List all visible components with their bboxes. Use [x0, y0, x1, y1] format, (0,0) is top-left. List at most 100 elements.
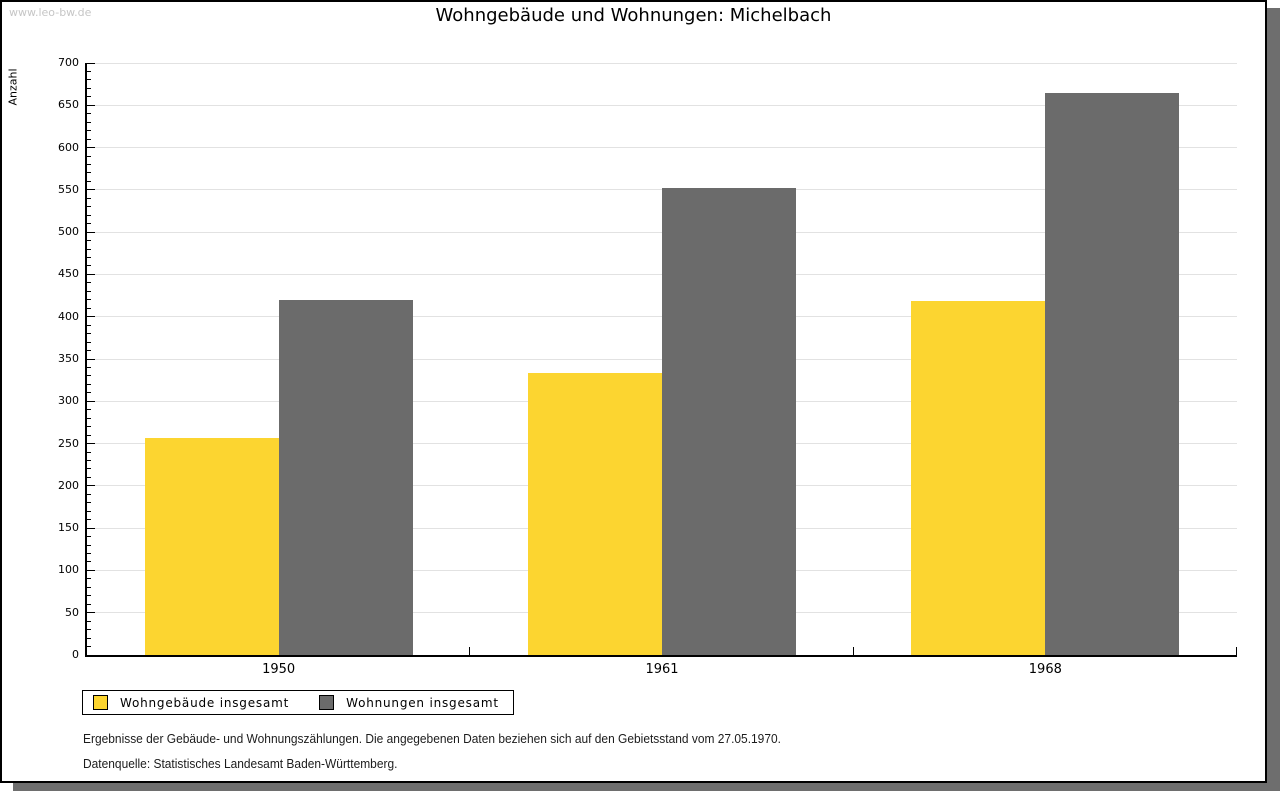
y-axis-tick: [87, 324, 91, 326]
y-axis-tick: [87, 290, 91, 292]
y-tick-label: 300: [58, 394, 79, 408]
y-tick-label: 400: [58, 309, 79, 323]
y-axis-tick: [87, 265, 91, 267]
y-axis-tick: [87, 273, 95, 275]
drop-shadow-bottom-icon: [13, 783, 1280, 791]
y-axis-tick: [87, 476, 91, 478]
y-axis-tick: [87, 121, 91, 123]
x-axis-tick: [469, 647, 470, 655]
y-tick-label: 250: [58, 436, 79, 450]
bar-wohnungen-1968: [1045, 93, 1180, 655]
y-axis-tick: [87, 569, 95, 571]
y-axis-tick: [87, 629, 91, 631]
bar-wohngebaeude-1950: [144, 437, 279, 655]
y-axis-tick: [87, 400, 95, 402]
y-axis-tick: [87, 443, 95, 445]
x-axis-tick: [853, 647, 854, 655]
y-tick-label: 50: [65, 605, 79, 619]
y-axis-tick: [87, 180, 91, 182]
y-axis-tick: [87, 147, 95, 149]
legend-item-wohnungen: Wohnungen insgesamt: [319, 695, 499, 710]
y-axis-tick: [87, 299, 91, 301]
y-axis-tick: [87, 189, 95, 191]
y-axis-tick: [87, 409, 91, 411]
y-axis-tick: [87, 79, 91, 81]
y-axis-tick: [87, 426, 91, 428]
y-axis-tick: [87, 468, 91, 470]
chart-frame: www.leo-bw.de Wohngebäude und Wohnungen:…: [0, 0, 1267, 783]
y-axis-tick: [87, 113, 91, 115]
legend-label: Wohnungen insgesamt: [346, 695, 499, 710]
y-axis-tick: [87, 510, 91, 512]
y-axis-tick: [87, 646, 91, 648]
y-axis-tick: [87, 493, 91, 495]
legend-swatch-wohnungen-icon: [319, 695, 335, 710]
y-axis-tick: [87, 87, 91, 89]
y-axis-tick: [87, 240, 91, 242]
y-axis-tick: [87, 502, 91, 504]
y-axis-tick: [87, 104, 95, 106]
y-axis-tick: [87, 63, 95, 64]
y-axis-tick: [87, 231, 95, 233]
y-tick-label: 100: [58, 563, 79, 577]
x-tick-label: 1968: [1028, 662, 1062, 677]
y-axis-tick: [87, 316, 95, 318]
y-axis-tick: [87, 485, 95, 487]
y-axis-tick: [87, 612, 95, 614]
y-axis-tick: [87, 392, 91, 394]
drop-shadow-right-icon: [1267, 8, 1280, 791]
y-axis-tick: [87, 307, 91, 309]
bar-wohnungen-1961: [662, 188, 796, 655]
gridline: [87, 147, 1237, 149]
y-axis-tick: [87, 578, 91, 580]
y-axis-tick: [87, 620, 91, 622]
legend-item-wohngebaeude: Wohngebäude insgesamt: [93, 695, 289, 710]
y-tick-label: 150: [58, 521, 79, 535]
y-axis-tick: [87, 637, 91, 639]
y-axis-tick: [87, 341, 91, 343]
y-axis-tick: [87, 206, 91, 208]
x-tick-label: 1961: [645, 662, 679, 677]
y-tick-label: 350: [58, 352, 79, 365]
bar-wohngebaeude-1961: [528, 372, 662, 655]
y-axis-tick: [87, 155, 91, 157]
y-axis-tick: [87, 561, 91, 563]
y-axis-tick: [87, 223, 91, 225]
y-axis-tick: [87, 544, 91, 546]
gridline: [87, 63, 1237, 64]
y-axis-tick: [87, 603, 91, 605]
chart-title: Wohngebäude und Wohnungen: Michelbach: [435, 5, 832, 26]
y-axis-tick: [87, 519, 91, 521]
y-axis-tick: [87, 375, 91, 377]
footnotes: Ergebnisse der Gebäude- und Wohnungszähl…: [83, 726, 842, 776]
y-axis-tick: [87, 163, 91, 165]
legend-swatch-wohngebaeude-icon: [93, 695, 108, 710]
y-axis-tick: [87, 214, 91, 216]
y-axis-title: Anzahl: [6, 68, 20, 106]
y-axis-tick: [87, 595, 91, 597]
y-axis-tick: [87, 434, 91, 436]
y-axis-tick: [87, 366, 91, 368]
y-axis-tick: [87, 586, 91, 588]
y-axis-tick: [87, 451, 91, 453]
y-axis-tick: [87, 536, 91, 538]
legend-label: Wohngebäude insgesamt: [120, 695, 290, 710]
x-tick-label: 1950: [262, 662, 296, 677]
y-tick-label: 0: [72, 648, 79, 661]
y-axis-tick: [87, 172, 91, 174]
y-axis-labels: 0 50 100 150 200 250 300 350 400 450 500 550 600 650 7…: [27, 56, 79, 661]
watermark: www.leo-bw.de: [9, 6, 92, 19]
y-axis-tick: [87, 96, 91, 98]
x-axis-tick: [1236, 647, 1237, 655]
y-axis-tick: [87, 358, 95, 360]
y-tick-label: 450: [58, 267, 79, 281]
y-tick-label: 700: [58, 56, 79, 69]
y-tick-label: 500: [58, 225, 79, 239]
y-axis-tick: [87, 383, 91, 385]
y-tick-label: 600: [58, 140, 79, 154]
y-tick-label: 200: [58, 478, 79, 492]
y-axis-tick: [87, 257, 91, 258]
y-axis-tick: [87, 138, 91, 140]
y-tick-label: 650: [58, 98, 79, 112]
y-axis-tick: [87, 527, 95, 529]
